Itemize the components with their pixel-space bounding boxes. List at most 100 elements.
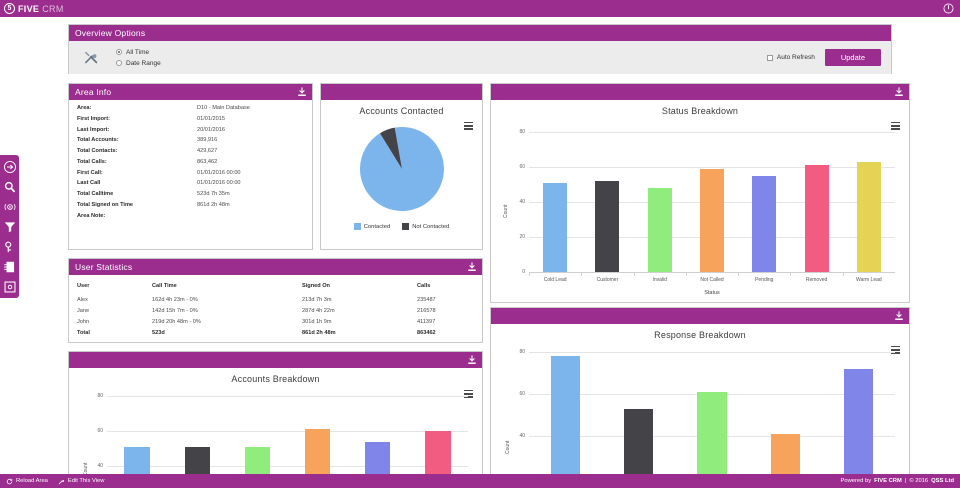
y-axis-tick: 40 [97,463,103,469]
cell-signed-on: 301d 1h 9m [302,318,332,325]
update-button[interactable]: Update [824,49,881,66]
response-breakdown-ylabel: Count [505,440,511,454]
row-label: Last Import: [77,126,110,133]
y-axis-tick: 80 [519,129,525,135]
bar[interactable] [699,168,725,272]
reload-area-label: Reload Area [16,478,48,484]
column-call-time: Call Time [152,283,177,289]
row-label: Area Note: [77,212,106,219]
status-breakdown-download-button[interactable] [894,87,904,97]
svg-text:R: R [8,205,11,209]
cell-call-time: 162d 4h 23m - 0% [152,296,198,303]
row-label: First Import: [77,115,110,122]
y-axis-tick: 80 [97,393,103,399]
cell-user: Alex [77,296,88,303]
auto-refresh-checkbox[interactable]: Auto Refresh [766,54,815,61]
row-value: 523d 7h 35m [197,191,230,198]
cell-total-call-time: 523d [152,330,165,337]
bar[interactable] [550,356,581,487]
tick-mark [633,272,635,276]
cell-calls: 216578 [417,307,436,314]
row-value: 01/01/2015 [197,115,225,122]
sidebar-item-dialler[interactable]: R [2,199,17,214]
brand-suffix: CRM [42,3,64,14]
bar[interactable] [804,165,829,272]
y-axis-tick: 60 [519,164,525,170]
radio-all-time[interactable]: All Time [116,49,161,56]
tick-mark [738,272,740,276]
bar[interactable] [595,181,620,272]
row-label: Total Contacts: [77,148,118,155]
bar[interactable] [543,182,568,272]
bar[interactable] [856,161,881,272]
power-button[interactable] [943,3,960,14]
brand-badge-icon: 5 [4,3,15,14]
sidebar-item-filter[interactable] [2,219,17,234]
bar[interactable] [697,391,727,487]
row-label: Total Calltime [77,191,114,198]
response-breakdown-download-button[interactable] [894,311,904,321]
user-statistics-panel: User Statistics User Call Time Signed On… [68,258,483,343]
row-value: D10 - Main Database [197,105,250,111]
powered-prefix: Powered by [840,478,872,484]
sidebar-item-search[interactable] [2,179,17,194]
wrench-icon [58,479,65,484]
accounts-breakdown-download-button[interactable] [467,355,477,365]
area-info-title: Area Info [75,87,112,97]
bar[interactable] [624,408,654,487]
edit-this-view-button[interactable]: Edit This View [58,478,104,485]
sidebar-item-notes[interactable] [2,279,17,294]
sidebar-item-key[interactable] [2,239,17,254]
legend-swatch [353,223,361,230]
area-info-row: Total Signed on Time 861d 2h 48m [77,202,304,209]
download-icon [895,87,903,96]
y-axis-tick: 40 [519,433,525,439]
brand-name: FIVE [18,3,40,14]
status-breakdown-title: Status Breakdown [661,106,739,116]
accounts-contacted-menu-button[interactable] [464,122,473,132]
accounts-contacted-panel: Accounts Contacted Contacted Not Contact… [320,83,483,250]
accounts-breakdown-menu-button[interactable] [464,390,473,400]
user-statistics-body: User Call Time Signed On Calls Alex 162d… [69,275,482,345]
user-statistics-download-button[interactable] [467,262,477,272]
reload-area-button[interactable]: Reload Area [6,478,48,485]
legend-label: Not Contacted [412,223,450,230]
response-breakdown-menu-button[interactable] [891,346,900,356]
brand-logo[interactable]: 5 FIVE CRM [0,3,64,14]
powered-brand: FIVE CRM [874,478,902,484]
area-info-row: Total Accounts: 389,916 [77,138,304,144]
radio-date-range[interactable]: Date Range [116,60,161,67]
row-value: 01/01/2016 00:00 [197,169,241,176]
accounts-breakdown-panel: Accounts Breakdown 40 60 80 Count [68,351,483,488]
tools-wrench-icon [84,51,98,64]
legend-item-not-contacted[interactable]: Not Contacted [402,223,449,230]
accounts-contacted-plot [321,116,482,221]
area-info-row: Total Calltime 523d 7h 35m [77,192,304,198]
area-info-row: Area Note: [77,212,304,220]
footer-bar: Reload Area Edit This View Powered by FI… [0,474,960,488]
accounts-breakdown-body: Accounts Breakdown 40 60 80 Count [69,368,482,487]
status-breakdown-menu-button[interactable] [891,122,900,132]
phone-ring-icon: R [4,203,15,210]
response-breakdown-title: Response Breakdown [654,330,746,340]
accounts-contacted-title: Accounts Contacted [359,106,444,116]
bar[interactable] [752,175,777,272]
bar[interactable] [647,188,672,272]
area-info-download-button[interactable] [297,87,307,97]
pie-slice[interactable] [379,127,402,169]
time-range-radio-group: All Time Date Range [116,49,161,67]
overview-options-actions: Auto Refresh Update [766,49,891,66]
x-axis-line [529,272,895,273]
sidebar-item-goto[interactable] [2,159,17,174]
table-header-row: User Call Time Signed On Calls [77,281,474,294]
area-info-panel: Area Info Area: D10 - Main Database First… [68,83,313,250]
legend-item-contacted[interactable]: Contacted [353,223,390,230]
row-label: First Call: [77,169,103,176]
bar[interactable] [843,368,874,487]
sidebar-item-scripts[interactable] [2,259,17,274]
tick-mark [790,272,792,276]
y-axis-tick: 0 [522,269,525,275]
row-label: Total Calls: [77,158,107,165]
download-icon [298,87,306,96]
response-breakdown-header [491,308,909,324]
